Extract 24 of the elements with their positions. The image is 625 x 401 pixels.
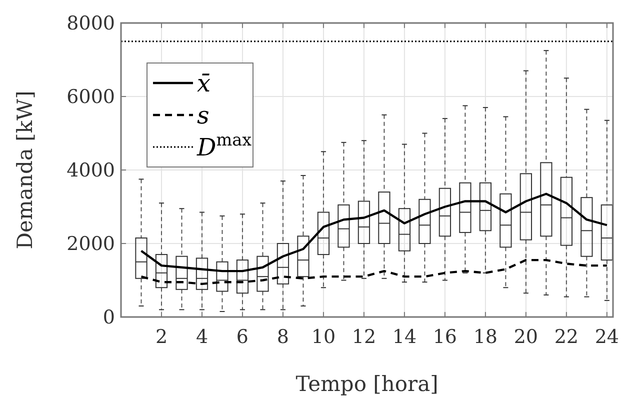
- x-axis-title: Tempo [hora]: [296, 372, 438, 396]
- legend-label: s: [197, 101, 210, 130]
- y-tick-label: 4000: [66, 160, 115, 182]
- legend-label: x̄: [197, 69, 211, 98]
- x-tick-label: 20: [514, 326, 538, 348]
- x-tick-label: 18: [473, 326, 498, 348]
- y-tick-label: 0: [102, 306, 115, 329]
- x-tick-label: 4: [196, 326, 208, 348]
- x-tick-label: 6: [236, 326, 249, 348]
- x-tick-label: 24: [594, 326, 620, 348]
- x-tick-label: 10: [311, 326, 336, 348]
- x-tick-label: 2: [155, 326, 168, 348]
- line-series: [140, 192, 608, 272]
- x-tick-label: 14: [392, 326, 417, 348]
- y-tick-label: 6000: [66, 86, 115, 108]
- y-tick-label: 2000: [66, 233, 115, 256]
- x-tick-label: 8: [276, 326, 290, 348]
- x-tick-label: 22: [554, 326, 579, 348]
- y-axis-title: Demanda [kW]: [13, 90, 37, 250]
- line-series: [140, 258, 608, 286]
- x-tick-label: 16: [432, 326, 458, 348]
- legend-label: D$^{max}$: [196, 129, 252, 162]
- x-tick-label: 12: [352, 326, 376, 348]
- y-tick-label: 8000: [66, 12, 115, 35]
